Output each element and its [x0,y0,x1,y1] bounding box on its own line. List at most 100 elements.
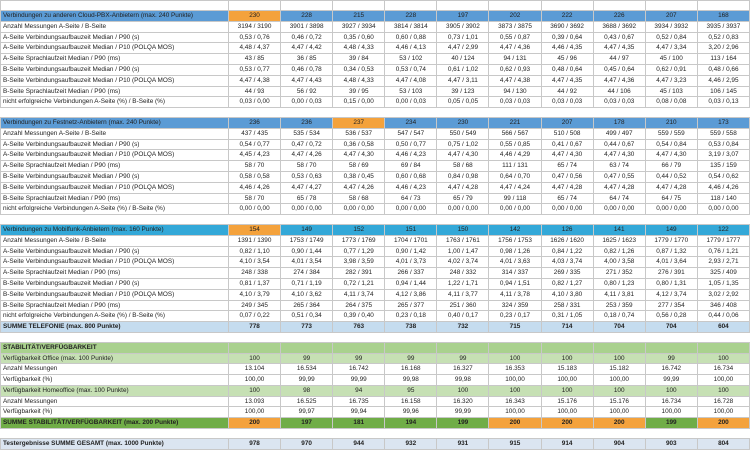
row-label: A-Seite Sprachlaufzeit Median / P90 (ms) [0,160,229,172]
cell: 210 [644,116,698,129]
cell: 100 [227,384,282,397]
cell: 4,10 / 3,62 [280,288,334,301]
cell [593,107,646,118]
cell: 58 / 68 [436,160,490,172]
cell: 3,02 / 2,92 [696,288,750,301]
cell: 99 [332,352,386,365]
stability-group: Verfügbarkeit Homeoffice (max. 100 Punkt… [0,384,750,397]
cell: 0,48 / 0,64 [540,63,594,76]
cell: 44 / 92 [540,85,594,98]
cell: 45 / 100 [644,53,698,65]
cell: 100 [644,384,698,397]
stability-header: STABILITÄT/VERFÜGBARKEIT [0,341,750,354]
cell [645,107,698,118]
cell: 0,60 / 0,68 [384,170,438,183]
cell: 118 / 140 [696,192,750,205]
cell: 0,00 / 0,00 [280,203,334,216]
cell: 66 / 79 [644,160,698,172]
cell: 4,10 / 3,79 [227,288,282,301]
cell: 0,03 / 0,03 [592,96,646,109]
cell: 4,47 / 4,43 [280,74,334,87]
row-label: B-Seite Verbindungsaufbauzeit Median / P… [0,181,229,194]
cell: 978 [227,437,282,450]
cell: 234 [384,116,438,129]
cell: 0,00 / 0,00 [540,203,594,216]
cell: 0,53 / 0,76 [227,31,282,44]
cell: 99,98 [436,374,490,386]
cell [593,214,646,225]
cell: 4,48 / 4,33 [332,42,386,55]
cell: 0,05 / 0,05 [436,96,490,109]
data-row: B-Seite Verbindungsaufbauzeit Median / P… [0,288,750,301]
cell [436,107,489,118]
cell: 1779 / 1777 [696,234,750,247]
data-row: nicht erfolgreiche Verbindungen A-Seite … [0,203,750,216]
cell: 550 / 549 [436,127,490,140]
cell: 58 / 70 [227,192,282,205]
cell: 178 [592,116,646,129]
row-label: A-Seite Sprachlaufzeit Median / P90 (ms) [0,53,229,65]
cell: 200 [540,417,594,430]
cell [384,341,438,354]
cell: 0,03 / 0,00 [227,96,282,109]
cell: 16.734 [644,395,698,408]
cell [697,331,750,343]
cell: 15.183 [540,363,594,376]
cell: 0,08 / 0,08 [644,96,698,109]
cell: 99,97 [280,406,334,419]
cell: 100 [488,384,542,397]
cell: 0,45 / 0,64 [592,63,646,76]
cell: 0,39 / 0,40 [332,310,386,323]
cell: 4,03 / 3,74 [540,256,594,269]
cell: 4,01 / 3,64 [644,256,698,269]
cell: 150 [436,223,490,236]
cell: 4,48 / 4,33 [332,74,386,87]
cell: 0,82 / 1,10 [227,245,282,258]
cell: 39 / 123 [436,85,490,98]
cell: 181 [332,417,386,430]
cell: 194 [384,417,438,430]
cell: 0,44 / 0,06 [696,310,750,323]
cell: 1391 / 1390 [227,234,282,247]
cell: 4,47 / 4,30 [592,149,646,162]
cell: 0,53 / 0,77 [227,63,282,76]
cell [645,214,698,225]
cell: 4,12 / 3,86 [384,288,438,301]
cell: 1,00 / 1,47 [436,245,490,258]
cell: 0,41 / 0,67 [540,138,594,151]
cell: 0,00 / 0,03 [280,96,334,109]
cell: 36 / 85 [280,53,334,65]
cell: 0,90 / 1,42 [384,245,438,258]
cell: 249 / 345 [227,299,282,312]
row-label [0,428,229,439]
cell: 94 / 130 [488,85,542,98]
cell: 99,99 [332,374,386,386]
cell: 0,00 / 0,00 [436,203,490,216]
cell: 200 [488,417,542,430]
cell: 4,46 / 4,13 [384,42,438,55]
cell: 3901 / 3898 [280,20,334,33]
cell: 0,34 / 0,53 [332,63,386,76]
cell: 152 [332,223,386,236]
cell: 763 [332,321,386,333]
cell: 0,53 / 0,63 [280,170,334,183]
cell: 4,47 / 4,08 [384,74,438,87]
cell: 56 / 92 [280,85,334,98]
grand-total: Testergebnisse SUMME GESAMT (max. 1000 P… [0,437,750,450]
cell: 122 [696,223,750,236]
cell: 0,00 / 0,03 [384,96,438,109]
cell [541,107,594,118]
data-row: B-Seite Sprachlaufzeit Median / P90 (ms)… [0,85,750,98]
cell: 0,23 / 0,17 [488,310,542,323]
cell: 904 [592,437,646,450]
cell: 282 / 391 [332,267,386,279]
cell [488,107,542,118]
cell: 778 [227,321,282,333]
cell: 0,90 / 1,44 [280,245,334,258]
cell: 4,10 / 3,54 [227,256,282,269]
row-label: Verbindungen zu Festnetz-Anbietern (max.… [0,116,229,129]
data-row: A-Seite Sprachlaufzeit Median / P90 (ms)… [0,53,750,65]
cell: 4,10 / 3,80 [540,288,594,301]
cell: 200 [592,417,646,430]
